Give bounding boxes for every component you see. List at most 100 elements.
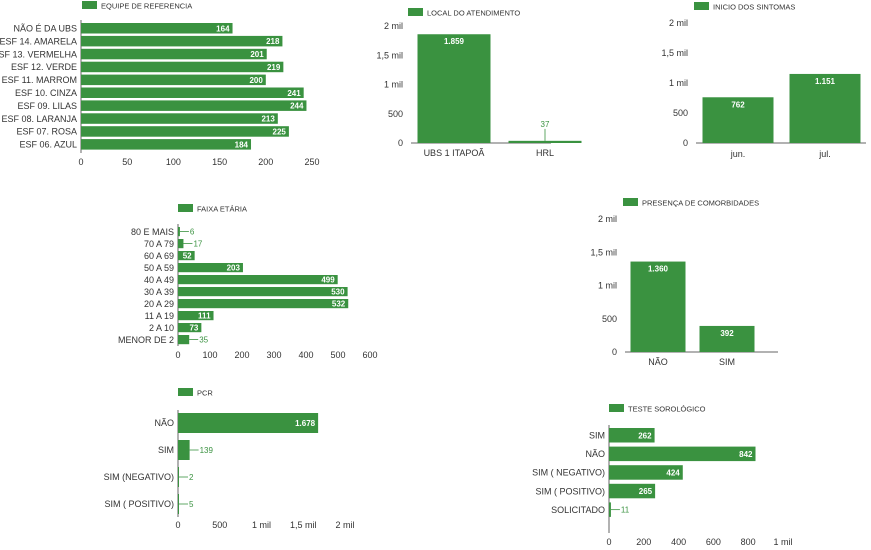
bar: [81, 74, 266, 86]
data-label: 139: [200, 446, 214, 455]
category-label: SIM ( NEGATIVO): [532, 468, 605, 478]
data-label: 241: [287, 89, 301, 98]
y-tick-label: 0: [683, 138, 688, 148]
x-tick-label: 1 mil: [773, 537, 792, 547]
legend-swatch: [178, 204, 193, 212]
category-label: 30 A 39: [144, 287, 174, 297]
category-label: SIM ( POSITIVO): [535, 486, 605, 496]
category-label: 20 A 29: [144, 299, 174, 309]
bar: [417, 34, 491, 143]
category-label: jul.: [818, 149, 831, 159]
bar: [178, 299, 349, 309]
bar: [178, 251, 195, 261]
bar: [609, 428, 655, 443]
chart-faixa-etaria: FAIXA ETÁRIA 0 100 200 300 400 500 600 80 E MAIS…: [118, 204, 378, 360]
category-label: ESF 09. LILAS: [17, 101, 77, 111]
category-label: ESF 10. CINZA: [15, 88, 77, 98]
data-label: 5: [189, 500, 194, 509]
data-label: 219: [267, 63, 281, 72]
data-label: 2: [189, 473, 194, 482]
bar: [609, 465, 683, 480]
bar: [178, 335, 190, 345]
bar: [81, 113, 278, 124]
legend-swatch: [623, 198, 638, 206]
category-label: ESF 12. VERDE: [11, 62, 77, 72]
y-tick-label: 1,5 mil: [590, 247, 617, 257]
x-tick-label: 600: [706, 537, 721, 547]
x-tick-label: 1 mil: [252, 520, 271, 530]
category-label: jun.: [730, 149, 746, 159]
chart-local-do-atendimento: LOCAL DO ATENDIMENTO 0 500 1 mil 1,5 mil 2 mi…: [376, 8, 582, 158]
x-tick-label: 100: [202, 350, 217, 360]
chart-equipe-de-referencia: EQUIPE DE REFERENCIA 0 50 100 150 200 250 NÃO É…: [0, 1, 320, 167]
data-label: 262: [638, 431, 652, 440]
data-label: 201: [250, 50, 264, 59]
bar: [699, 325, 755, 352]
category-label: UBS 1 ITAPOÃ: [424, 148, 485, 158]
data-label: 73: [189, 324, 198, 333]
chart-inicio-dos-sintomas: INICIO DOS SINTOMAS 0 500 1 mil 1,5 mil 2 mil…: [661, 2, 866, 159]
x-tick-label: 400: [298, 350, 313, 360]
bar: [702, 97, 774, 143]
bar: [81, 35, 283, 47]
data-label: 200: [249, 76, 263, 85]
x-tick-label: 400: [671, 537, 686, 547]
x-tick-label: 500: [212, 520, 227, 530]
category-label: NÃO: [648, 357, 668, 367]
y-tick-label: 500: [388, 109, 403, 119]
bar: [178, 263, 243, 273]
x-tick-label: 300: [266, 350, 281, 360]
category-label: SOLICITADO: [551, 505, 605, 515]
data-label: 530: [331, 288, 345, 297]
category-label: 11 A 19: [145, 311, 174, 321]
category-label: SIM: [158, 445, 174, 455]
data-label: 424: [666, 468, 680, 477]
category-label: SIM: [589, 430, 605, 440]
bar: [81, 100, 307, 111]
y-tick-label: 1,5 mil: [376, 50, 403, 60]
x-tick-label: 0: [78, 157, 83, 167]
x-tick-label: 0: [175, 520, 180, 530]
category-label: 40 A 49: [144, 275, 174, 285]
legend-swatch: [178, 388, 193, 396]
y-tick-label: 1 mil: [598, 281, 617, 291]
category-label: ESF 11. MARROM: [2, 75, 77, 85]
chart-title: EQUIPE DE REFERENCIA: [101, 2, 192, 11]
y-tick-label: 1 mil: [669, 78, 688, 88]
bar: [609, 446, 756, 462]
chart-title: PCR: [197, 389, 213, 398]
category-label: SIM: [719, 357, 735, 367]
data-label: 52: [183, 252, 192, 261]
category-label: SIM ( POSITIVO): [104, 499, 174, 509]
category-label: 50 A 59: [144, 263, 174, 273]
category-label: ESF 06. AZUL: [19, 140, 77, 150]
data-label: 17: [193, 240, 202, 249]
bar: [81, 61, 284, 73]
legend-swatch: [408, 8, 423, 16]
chart-presenca-de-comorbidades: PRESENÇA DE COMORBIDADES 0 500 1 mil 1,5 mil…: [590, 198, 778, 367]
data-label: 1.859: [444, 37, 465, 46]
bar: [178, 239, 184, 249]
y-tick-label: 0: [398, 138, 403, 148]
bar: [81, 48, 267, 60]
category-label: 70 A 79: [144, 239, 174, 249]
x-tick-label: 0: [175, 350, 180, 360]
chart-title: FAIXA ETÁRIA: [197, 205, 247, 214]
data-label: 842: [739, 450, 753, 459]
data-label: 111: [198, 312, 211, 321]
category-label: 80 E MAIS: [131, 227, 174, 237]
y-tick-label: 1,5 mil: [661, 48, 688, 58]
data-label: 1.678: [295, 419, 316, 428]
x-tick-label: 2 mil: [335, 520, 354, 530]
category-label: ESF 07. ROSA: [16, 127, 77, 137]
data-label: 6: [190, 228, 195, 237]
chart-title: PRESENÇA DE COMORBIDADES: [642, 199, 759, 208]
x-tick-label: 1,5 mil: [290, 520, 317, 530]
category-label: ESF 08. LARANJA: [1, 114, 77, 124]
x-tick-label: 200: [636, 537, 651, 547]
data-label: 203: [227, 264, 241, 273]
y-tick-label: 2 mil: [384, 21, 403, 31]
x-tick-label: 50: [122, 157, 132, 167]
y-tick-label: 1 mil: [384, 80, 403, 90]
